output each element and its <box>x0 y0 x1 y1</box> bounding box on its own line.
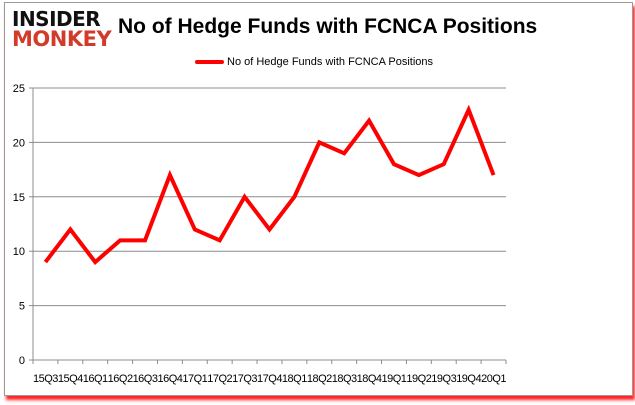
y-tick-label: 10 <box>13 246 25 258</box>
y-tick-label: 20 <box>13 137 25 149</box>
y-tick-label: 5 <box>19 301 25 313</box>
logo-line1: INSIDER <box>12 7 101 31</box>
x-tick-label: 19Q1 <box>382 373 407 385</box>
x-tick-label: 16Q4 <box>157 373 182 385</box>
x-tick-label: 18Q3 <box>332 373 357 385</box>
x-tick-label: 20Q1 <box>481 373 506 385</box>
y-tick-label: 25 <box>13 83 25 95</box>
x-tick-label: 17Q1 <box>182 373 207 385</box>
x-tick-label: 18Q1 <box>282 373 307 385</box>
x-tick-label: 19Q3 <box>431 373 456 385</box>
y-tick-label: 0 <box>19 355 25 367</box>
x-tick-label: 16Q2 <box>108 373 133 385</box>
x-tick-label: 19Q4 <box>456 373 481 385</box>
x-tick-label: 17Q4 <box>257 373 282 385</box>
x-tick-label: 15Q3 <box>33 373 58 385</box>
x-tick-label: 16Q1 <box>83 373 108 385</box>
legend: No of Hedge Funds with FCNCA Positions <box>195 56 433 68</box>
chart-frame: INSIDER MONKEY No of Hedge Funds with FC… <box>4 2 633 396</box>
x-tick-label: 18Q4 <box>357 373 382 385</box>
y-tick-label: 15 <box>13 192 25 204</box>
series-line <box>43 104 496 265</box>
legend-label: No of Hedge Funds with FCNCA Positions <box>227 56 434 68</box>
x-tick-label: 18Q2 <box>307 373 332 385</box>
chart-title: No of Hedge Funds with FCNCA Positions <box>118 15 538 38</box>
x-tick-label: 19Q2 <box>406 373 431 385</box>
x-tick-label: 16Q3 <box>133 373 158 385</box>
x-tick-label: 15Q4 <box>58 373 83 385</box>
x-tick-label: 17Q2 <box>207 373 232 385</box>
insider-monkey-logo: INSIDER MONKEY <box>12 7 120 51</box>
x-tick-label: 17Q3 <box>232 373 257 385</box>
logo-line2: MONKEY <box>12 27 112 51</box>
legend-swatch <box>195 60 224 64</box>
